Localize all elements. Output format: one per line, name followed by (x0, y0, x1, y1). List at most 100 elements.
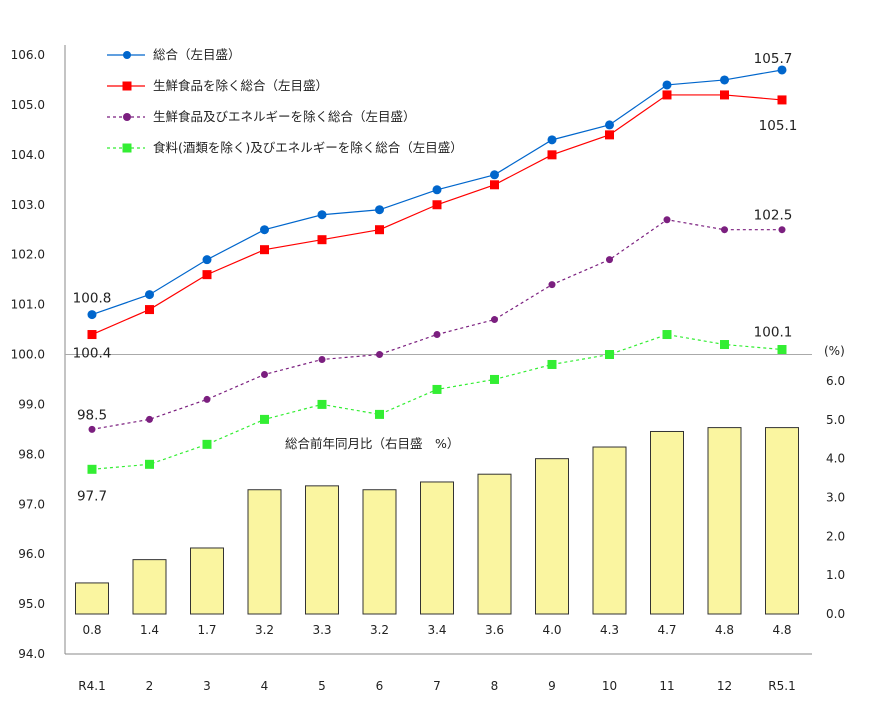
series-3-point-12 (777, 345, 787, 355)
bar-label-8: 4.0 (542, 623, 561, 637)
bar-label-3: 3.2 (255, 623, 274, 637)
series-1-point-10 (662, 90, 672, 100)
left-tick-3: 97.0 (18, 497, 45, 511)
series-3-point-5 (375, 409, 384, 419)
bar-5 (362, 489, 397, 615)
bar-2 (190, 547, 224, 615)
x-tick-7: 8 (491, 679, 499, 693)
left-tick-4: 98.0 (18, 447, 45, 461)
legend-label-3: 食料(酒類を除く)及びエネルギーを除く総合（左目盛） (153, 140, 463, 155)
bar-1 (132, 559, 167, 615)
left-tick-9: 103.0 (11, 198, 45, 212)
legend-label-0: 総合（左目盛） (153, 47, 241, 62)
series-3-point-4 (317, 399, 327, 409)
series-1-point-9 (605, 130, 614, 140)
x-tick-12: R5.1 (768, 679, 795, 693)
series-2-point-4 (318, 355, 326, 363)
x-tick-8: 9 (548, 679, 556, 693)
series-3-point-0 (87, 464, 97, 474)
series-3-point-8 (547, 359, 557, 369)
series-0-point-5 (375, 205, 384, 215)
series-2-point-0 (88, 425, 96, 433)
left-tick-11: 105.0 (11, 98, 45, 112)
bar-label-1: 1.4 (140, 623, 159, 637)
left-tick-0: 94.0 (18, 647, 45, 661)
series-3-point-10 (662, 330, 672, 340)
series-1-point-1 (145, 305, 154, 315)
left-tick-12: 106.0 (11, 48, 45, 62)
left-tick-8: 102.0 (11, 248, 45, 262)
x-tick-4: 5 (318, 679, 326, 693)
bar-3 (247, 489, 282, 615)
series-2-point-12 (778, 226, 786, 234)
data-label-3: 97.7 (77, 488, 107, 504)
series-3-point-1 (145, 459, 154, 469)
series-2-point-6 (433, 331, 441, 339)
bar-label-12: 4.8 (772, 623, 791, 637)
x-tick-5: 6 (376, 679, 384, 693)
right-tick-0: 0.0 (826, 607, 845, 621)
series-1-point-0 (87, 330, 97, 340)
legend-marker-2 (123, 113, 131, 121)
bar-label-6: 3.4 (427, 623, 446, 637)
right-tick-2: 2.0 (826, 529, 845, 543)
series-2-point-8 (548, 281, 556, 289)
series-0-point-12 (777, 65, 787, 75)
data-label-0: 100.8 (73, 291, 112, 307)
legend-marker-1 (122, 81, 132, 91)
series-1-point-7 (490, 180, 499, 190)
legend-label-2: 生鮮食品及びエネルギーを除く総合（左目盛） (153, 109, 416, 124)
series-0-point-2 (202, 255, 212, 265)
left-tick-1: 95.0 (18, 597, 45, 611)
bar-series-label: 総合前年同月比（右目盛 %） (285, 436, 459, 451)
left-tick-5: 99.0 (18, 397, 45, 411)
x-tick-10: 11 (659, 679, 674, 693)
data-label-2: 98.5 (77, 407, 107, 423)
series-0-point-7 (490, 170, 499, 180)
series-1-point-12 (777, 95, 787, 105)
bar-6 (420, 481, 454, 615)
series-line-1 (91, 94, 783, 336)
series-0-point-9 (605, 120, 614, 130)
series-2-point-9 (606, 256, 613, 264)
legend-marker-3 (122, 143, 132, 153)
series-3-point-9 (605, 350, 614, 359)
x-tick-3: 4 (261, 679, 269, 693)
series-0-point-1 (145, 290, 154, 300)
series-2-point-2 (203, 395, 211, 403)
bar-label-5: 3.2 (370, 623, 389, 637)
x-tick-1: 2 (146, 679, 154, 693)
data-label-7: 100.1 (754, 325, 793, 341)
series-1-point-11 (720, 90, 729, 100)
bar-label-10: 4.7 (657, 623, 676, 637)
x-tick-11: 12 (717, 679, 732, 693)
bar-0 (75, 582, 109, 615)
right-tick-6: 6.0 (826, 374, 845, 388)
series-2-point-1 (146, 415, 153, 423)
bar-11 (707, 427, 742, 615)
legend-label-1: 生鮮食品を除く総合（左目盛） (153, 78, 328, 93)
series-1-point-4 (317, 235, 327, 245)
bar-label-9: 4.3 (600, 623, 619, 637)
series-2-point-3 (261, 370, 268, 378)
bar-7 (477, 473, 512, 615)
data-label-4: 105.7 (754, 51, 793, 67)
series-3-point-6 (432, 384, 442, 394)
series-3-point-2 (202, 439, 212, 449)
series-2-point-10 (663, 216, 671, 224)
series-0-point-0 (87, 310, 97, 320)
right-tick-4: 4.0 (826, 452, 845, 466)
series-1-point-5 (375, 225, 384, 235)
series-0-point-3 (260, 225, 269, 235)
x-tick-0: R4.1 (78, 679, 105, 693)
bar-12 (765, 427, 799, 615)
series-0-point-11 (720, 75, 729, 85)
right-tick-3: 3.0 (826, 491, 845, 505)
legend-marker-0 (123, 51, 131, 59)
data-label-5: 105.1 (759, 118, 798, 134)
series-0-point-10 (662, 80, 672, 90)
x-tick-9: 10 (602, 679, 617, 693)
right-axis-unit: (%) (824, 344, 845, 358)
data-label-1: 100.4 (73, 346, 112, 362)
